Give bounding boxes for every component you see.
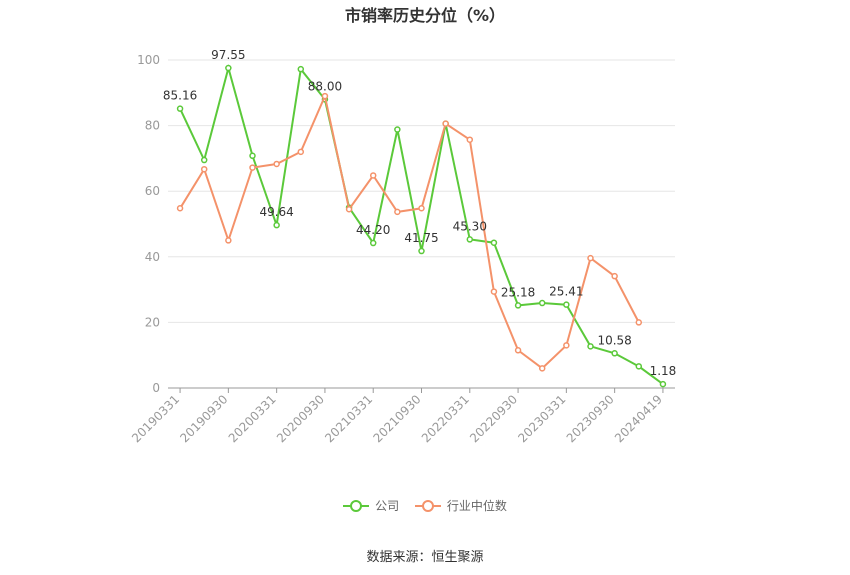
data-point[interactable]: [273, 160, 280, 168]
data-label: 44.20: [356, 223, 390, 237]
data-point[interactable]: [345, 205, 353, 213]
data-point[interactable]: [369, 239, 377, 247]
data-point[interactable]: [490, 239, 498, 246]
data-point[interactable]: [514, 302, 522, 309]
data-point[interactable]: [514, 347, 522, 354]
data-point[interactable]: [538, 365, 546, 372]
legend: 公司 行业中位数: [0, 497, 850, 516]
data-point[interactable]: [635, 319, 643, 326]
legend-industry-marker: [414, 499, 441, 512]
y-tick-label: 40: [145, 250, 160, 264]
data-label: 45.30: [453, 219, 487, 233]
x-tick-label: 20220331: [419, 392, 472, 445]
x-tick-label: 20210930: [371, 392, 424, 445]
data-point[interactable]: [176, 205, 184, 212]
chart-title: 市销率历史分位（%）: [344, 6, 506, 25]
x-tick-label: 20220930: [467, 392, 520, 445]
legend-industry-label: 行业中位数: [446, 499, 507, 513]
legend-company-marker: [343, 499, 370, 512]
y-tick-label: 100: [137, 53, 160, 67]
data-point[interactable]: [297, 65, 305, 73]
y-tick-label: 20: [145, 315, 160, 329]
data-point[interactable]: [490, 288, 498, 295]
grid-lines: [168, 59, 675, 323]
x-tick-label: 20230331: [515, 392, 568, 445]
data-label: 25.41: [549, 285, 583, 299]
data-point[interactable]: [635, 363, 643, 370]
data-label: 97.55: [211, 48, 245, 62]
data-label: 10.58: [597, 333, 631, 347]
data-label: 1.18: [650, 364, 677, 378]
y-axis-ticks: 0 20 40 60 80 100: [137, 53, 160, 395]
data-point[interactable]: [659, 380, 667, 388]
series-line-0: [179, 64, 664, 385]
data-label: 25.18: [501, 285, 535, 299]
x-axis-ticks: 2019033120190930202003312020093020210331…: [129, 392, 665, 445]
data-point[interactable]: [611, 272, 618, 280]
data-point[interactable]: [297, 148, 305, 156]
x-tick-label: 20190331: [129, 392, 182, 445]
x-tick-label: 20240419: [612, 392, 665, 445]
x-tick-label: 20200930: [274, 392, 327, 445]
y-tick-label: 0: [152, 381, 160, 395]
y-tick-label: 60: [145, 184, 160, 198]
y-tick-label: 80: [145, 119, 160, 133]
x-tick-label: 20210331: [322, 392, 375, 445]
data-point[interactable]: [394, 126, 401, 133]
data-point[interactable]: [249, 152, 256, 160]
data-point[interactable]: [200, 156, 208, 164]
data-source: 数据来源：恒生聚源: [366, 550, 484, 565]
data-point[interactable]: [563, 342, 570, 349]
data-point[interactable]: [466, 236, 474, 243]
data-point[interactable]: [442, 120, 449, 127]
data-label: 85.16: [163, 89, 197, 103]
data-label: 88.00: [308, 79, 342, 93]
data-point[interactable]: [225, 64, 232, 72]
data-point[interactable]: [587, 254, 594, 262]
data-point[interactable]: [563, 301, 570, 308]
data-point[interactable]: [225, 237, 232, 244]
legend-company-label: 公司: [375, 499, 400, 513]
data-labels: 85.16 97.55 49.64 88.00 44.20 41.75 45.30 25.18…: [163, 48, 676, 378]
legend-item-company[interactable]: 公司: [343, 497, 399, 514]
series-lines: [176, 64, 667, 388]
data-point[interactable]: [176, 105, 184, 112]
x-tick-label: 20190930: [177, 392, 230, 445]
data-point[interactable]: [273, 221, 280, 229]
data-point[interactable]: [200, 165, 208, 173]
data-point[interactable]: [538, 299, 546, 307]
legend-item-industry-median[interactable]: 行业中位数: [414, 497, 507, 514]
data-label: 49.64: [259, 205, 293, 219]
data-point[interactable]: [611, 350, 618, 357]
data-point[interactable]: [321, 92, 329, 100]
x-tick-label: 20230930: [564, 392, 617, 445]
data-point[interactable]: [394, 208, 401, 216]
data-point[interactable]: [418, 205, 425, 212]
data-point[interactable]: [587, 343, 594, 350]
data-point[interactable]: [418, 247, 425, 255]
data-point[interactable]: [249, 164, 256, 171]
data-point[interactable]: [369, 172, 377, 179]
x-tick-label: 20200331: [226, 392, 279, 445]
series-line-1: [179, 92, 640, 370]
data-point[interactable]: [466, 136, 474, 143]
x-axis: [168, 387, 675, 393]
data-label: 41.75: [404, 231, 438, 245]
